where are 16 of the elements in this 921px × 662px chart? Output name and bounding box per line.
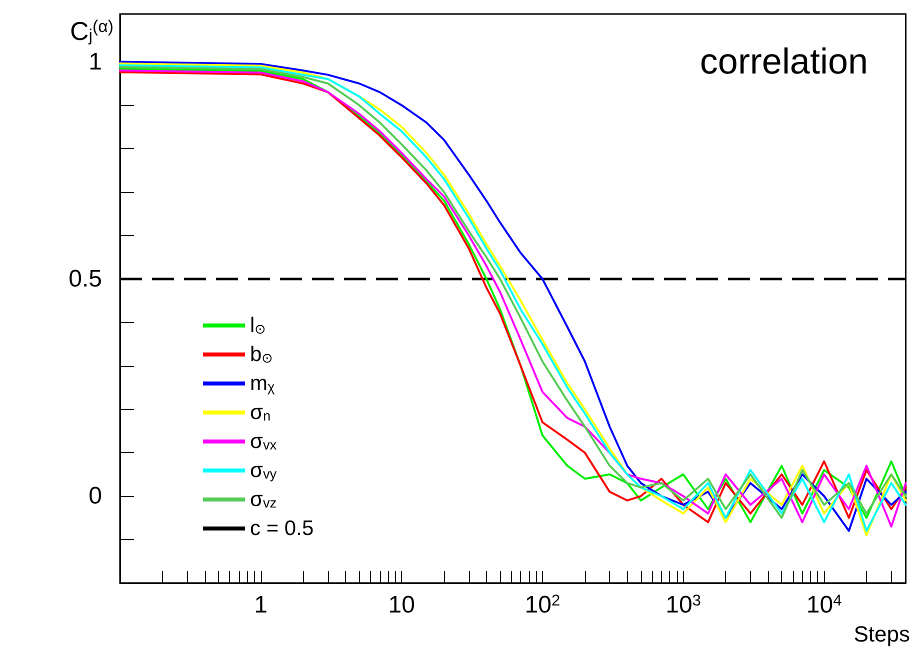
x-tick-label: 10: [388, 592, 415, 618]
y-axis-title: Cj(α): [70, 16, 114, 46]
y-tick-label: 1: [88, 48, 102, 76]
legend-label: mχ: [250, 372, 275, 395]
text: correlation: [700, 40, 868, 82]
legend-label: c = 0.5: [250, 517, 314, 540]
legend-label: σvy: [250, 459, 277, 482]
legend-label: σvx: [250, 430, 277, 453]
legend-label: σn: [250, 401, 271, 424]
x-tick-label: 1: [254, 592, 268, 618]
x-axis-title: Steps: [854, 622, 910, 646]
legend-label: σvz: [250, 488, 277, 511]
y-tick-label: 0: [88, 482, 102, 510]
legend-label: l⊙: [250, 314, 267, 337]
y-tick-label: 0.5: [68, 265, 102, 292]
legend-label: b⊙: [250, 343, 274, 366]
